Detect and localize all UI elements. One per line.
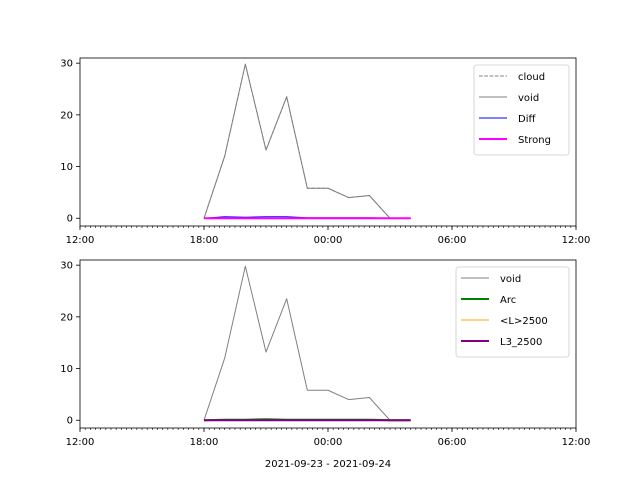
x-tick-label: 12:00	[66, 437, 95, 448]
x-tick-label: 12:00	[66, 235, 95, 246]
legend-entry: void	[500, 274, 521, 285]
legend: void Arc <L>2500 L3_2500	[455, 266, 570, 358]
series-lines	[203, 63, 411, 220]
y-tick-label: 10	[60, 364, 73, 375]
y-tick-label: 20	[60, 312, 73, 323]
y-tick-label: 0	[67, 214, 73, 225]
legend: cloud void Diff Strong	[473, 64, 570, 156]
series-line-void	[203, 63, 411, 219]
legend-entry: <L>2500	[500, 316, 548, 327]
legend-entry: Strong	[518, 135, 551, 146]
x-tick-label: 18:00	[190, 235, 219, 246]
subplot-top: 12:00 18:00 00:00 06:00 12:00 0 10 20 30 cloud voi…	[60, 57, 591, 246]
subplot-bottom: 12:00 18:00 00:00 06:00 12:00 0 10 20 30 void Arc <…	[60, 259, 591, 448]
x-tick-label: 00:00	[314, 437, 343, 448]
legend-entry: Arc	[500, 295, 516, 306]
legend-entry: void	[518, 93, 539, 104]
x-tick-label: 06:00	[438, 437, 467, 448]
x-tick-label: 12:00	[562, 437, 591, 448]
series-lines	[203, 265, 411, 422]
x-axis-label: 2021-09-23 - 2021-09-24	[265, 459, 391, 470]
x-tick-label: 12:00	[562, 235, 591, 246]
y-tick-label: 0	[67, 416, 73, 427]
axes-frame	[79, 259, 577, 429]
y-tick-label: 10	[60, 162, 73, 173]
y-tick-label: 20	[60, 110, 73, 121]
series-line-void	[203, 265, 411, 421]
legend-entry: L3_2500	[500, 337, 542, 348]
x-tick-label: 18:00	[190, 437, 219, 448]
y-tick-label: 30	[60, 261, 73, 272]
y-tick-label: 30	[60, 59, 73, 70]
legend-entry: Diff	[518, 114, 536, 125]
x-tick-label: 06:00	[438, 235, 467, 246]
axes-frame	[79, 57, 577, 227]
legend-entry: cloud	[518, 72, 545, 83]
x-tick-label: 00:00	[314, 235, 343, 246]
